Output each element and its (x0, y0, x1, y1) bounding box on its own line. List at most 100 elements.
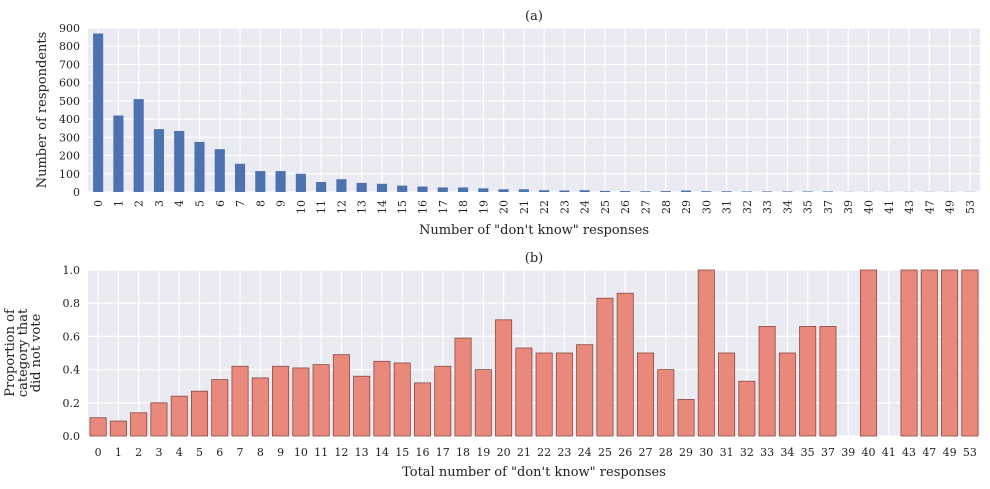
y-axis-label-line: did not vote (29, 313, 44, 392)
y-tick-label: 800 (59, 40, 80, 53)
bar (680, 190, 692, 192)
bar (312, 364, 330, 437)
x-tick-label: 19 (476, 446, 490, 459)
bar (515, 347, 533, 437)
bar (353, 375, 371, 437)
y-tick-label: 500 (59, 95, 80, 108)
bar (478, 188, 489, 192)
x-tick-label: 33 (760, 446, 774, 459)
x-tick-label: 27 (640, 200, 653, 214)
x-tick-label: 28 (660, 200, 673, 214)
bar (474, 369, 492, 437)
x-tick-label: 41 (882, 446, 896, 459)
y-tick-label: 400 (59, 113, 80, 126)
x-tick-label: 6 (216, 446, 223, 459)
x-tick-label: 34 (781, 200, 794, 214)
x-tick-label: 28 (659, 446, 673, 459)
bar (272, 365, 290, 437)
bar (255, 171, 266, 192)
bar (535, 352, 553, 437)
x-tick-label: 1 (115, 446, 122, 459)
x-tick-label: 29 (680, 200, 693, 214)
y-axis-label-line: category that (16, 308, 31, 397)
bar (782, 191, 793, 192)
x-tick-label: 40 (862, 446, 876, 459)
bar (657, 369, 675, 437)
bar (437, 187, 448, 192)
bar (153, 129, 165, 192)
bar (93, 33, 104, 192)
x-tick-label: 41 (883, 200, 896, 214)
bar (762, 191, 773, 192)
x-tick-label: 1 (112, 200, 125, 207)
x-tick-label: 37 (822, 200, 835, 214)
y-tick-label: 0 (73, 186, 80, 199)
bar (174, 130, 185, 192)
bar (89, 417, 107, 437)
x-tick-label: 47 (923, 200, 936, 214)
x-tick-label: 2 (133, 200, 146, 207)
x-tick-label: 11 (315, 200, 328, 214)
chart-title: (a) (525, 9, 543, 24)
x-tick-label: 7 (237, 446, 244, 459)
x-tick-label: 14 (376, 200, 389, 214)
x-tick-label: 39 (841, 446, 855, 459)
x-tick-label: 49 (943, 446, 957, 459)
bar (113, 115, 124, 192)
bar (332, 354, 350, 437)
bar (941, 269, 959, 437)
x-tick-label: 22 (538, 200, 551, 214)
bar (822, 191, 834, 192)
x-tick-label: 35 (801, 446, 815, 459)
y-tick-label: 300 (59, 131, 80, 144)
y-tick-label: 0.6 (63, 330, 81, 343)
x-tick-label: 7 (234, 200, 247, 207)
bar (859, 269, 878, 437)
x-tick-label: 3 (155, 446, 162, 459)
x-tick-label: 25 (598, 446, 612, 459)
x-tick-label: 43 (903, 200, 916, 214)
x-tick-label: 4 (176, 446, 183, 459)
y-tick-label: 0.4 (63, 364, 81, 377)
bar (292, 367, 310, 437)
x-tick-label: 39 (842, 200, 855, 214)
bar (434, 365, 452, 437)
x-tick-label: 32 (741, 200, 754, 214)
x-tick-label: 18 (456, 446, 470, 459)
x-tick-label: 0 (92, 200, 105, 207)
x-tick-label: 23 (557, 446, 571, 459)
bar (802, 191, 813, 192)
x-tick-label: 43 (902, 446, 916, 459)
x-tick-label: 24 (579, 200, 592, 214)
x-tick-label: 17 (436, 446, 450, 459)
bar (376, 183, 388, 192)
x-tick-label: 10 (294, 446, 308, 459)
bar (457, 187, 469, 192)
x-tick-label: 15 (396, 200, 409, 214)
bar (660, 191, 671, 192)
bar (701, 191, 712, 192)
bar (495, 319, 513, 437)
chart-panel-b: 0.00.20.40.60.81.00 1 2 3 4 5 6 7 8 9 10 11 12 13 14 15… (3, 251, 980, 480)
x-tick-label: 13 (356, 200, 369, 214)
x-tick-label: 21 (518, 200, 531, 214)
x-tick-label: 8 (257, 446, 264, 459)
x-tick-label: 6 (214, 200, 227, 207)
y-tick-label: 0.0 (63, 430, 81, 443)
y-tick-label: 1.0 (63, 264, 81, 277)
y-tick-label: 0.8 (63, 297, 81, 310)
bar (251, 377, 269, 437)
x-tick-label: 35 (802, 200, 815, 214)
bar (214, 149, 225, 192)
x-tick-label: 20 (497, 446, 511, 459)
y-tick-label: 900 (59, 22, 80, 35)
x-tick-label: 10 (295, 200, 308, 214)
bar (413, 382, 432, 437)
x-tick-label: 31 (721, 200, 734, 214)
x-tick-label: 9 (277, 446, 284, 459)
x-tick-label: 26 (619, 200, 632, 214)
y-axis-label-line: Proportion of (3, 308, 18, 397)
x-tick-label: 17 (437, 200, 450, 214)
bar (758, 326, 776, 437)
